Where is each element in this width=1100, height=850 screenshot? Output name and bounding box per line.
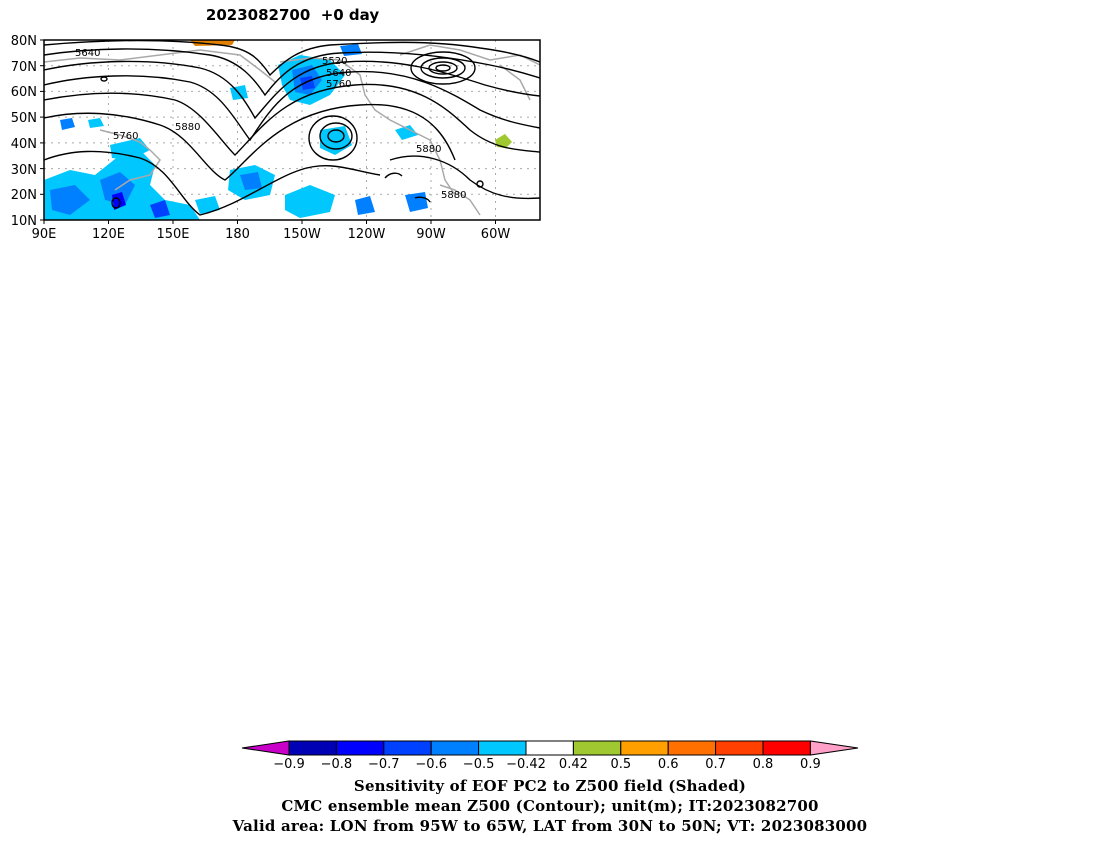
lat-label: 80N — [11, 34, 37, 49]
colorbar-label: 0.6 — [658, 757, 679, 772]
caption-valid-area: Valid area: LON from 95W to 65W, LAT fro… — [232, 817, 868, 835]
contour-label: 5880 — [175, 122, 200, 133]
contour-label: 5760 — [326, 79, 351, 90]
contour-label: 5520 — [322, 56, 347, 67]
colorbar-label: 0.42 — [559, 757, 588, 772]
axis-ticks — [40, 39, 496, 224]
colorbar-swatches — [241, 740, 859, 756]
lat-label: 60N — [11, 85, 37, 100]
lat-label: 40N — [11, 137, 37, 152]
lon-label: 60W — [481, 227, 511, 242]
contour-label: 5640 — [326, 68, 351, 79]
colorbar-arrow-right — [809, 740, 859, 756]
colorbar-swatch — [525, 740, 574, 756]
map-panel: 5640 5520 5640 5760 5760 5880 5880 5880 … — [11, 34, 541, 242]
contour-label: 5760 — [113, 131, 138, 142]
colorbar-label: 0.5 — [610, 757, 631, 772]
colorbar-label: 0.9 — [800, 757, 821, 772]
colorbar-label: −0.9 — [273, 757, 305, 772]
lon-label: 90E — [32, 227, 57, 242]
colorbar-swatch — [430, 740, 480, 756]
colorbar-label: −0.6 — [415, 757, 447, 772]
colorbar-swatch — [762, 740, 811, 756]
lon-label: 90W — [416, 227, 446, 242]
caption-shading: Sensitivity of EOF PC2 to Z500 field (Sh… — [353, 777, 747, 795]
contour-label: 5640 — [75, 48, 100, 59]
lon-label: 150E — [156, 227, 189, 242]
colorbar-swatch — [335, 740, 385, 756]
plot-title: 2023082700 +0 day — [205, 6, 380, 24]
contour-labels: 5640 5520 5640 5760 5760 5880 5880 5880 — [75, 48, 466, 201]
coastlines — [44, 44, 540, 216]
colorbar-label: −0.5 — [463, 757, 495, 772]
contour-label: 5880 — [441, 190, 466, 201]
lon-label: 150W — [283, 227, 321, 242]
contour-label: 5880 — [416, 144, 441, 155]
longitude-labels: 90E 120E 150E 180 150W 120W 90W 60W — [32, 227, 511, 242]
lat-label: 20N — [11, 188, 37, 203]
lon-label: 120W — [348, 227, 386, 242]
lat-label: 10N — [11, 214, 37, 229]
colorbar-swatch — [383, 740, 432, 756]
colorbar-swatch — [715, 740, 764, 756]
colorbar-label: −0.8 — [321, 757, 353, 772]
latitude-labels: 80N 70N 60N 50N 40N 30N 20N 10N — [11, 34, 37, 229]
colorbar-swatch — [572, 740, 622, 756]
lat-label: 30N — [11, 163, 37, 178]
colorbar-label: −0.42 — [506, 757, 546, 772]
colorbar-label: −0.7 — [368, 757, 400, 772]
lon-label: 120E — [92, 227, 125, 242]
colorbar-swatch — [620, 740, 669, 756]
colorbar: −0.9 −0.8 −0.7 −0.6 −0.5 −0.42 0.42 0.5 0.6 0.7 0.… — [241, 740, 859, 772]
colorbar-swatch — [288, 740, 337, 756]
colorbar-label: 0.7 — [705, 757, 726, 772]
colorbar-arrow-left — [241, 740, 290, 756]
lat-label: 70N — [11, 60, 37, 75]
map-frame — [43, 39, 541, 221]
lon-label: 180 — [225, 227, 250, 242]
colorbar-label: 0.8 — [753, 757, 774, 772]
colorbar-labels: −0.9 −0.8 −0.7 −0.6 −0.5 −0.42 0.42 0.5 0.6 0.7 0.… — [273, 757, 821, 772]
z500-contours — [44, 40, 540, 216]
caption-contour: CMC ensemble mean Z500 (Contour); unit(m… — [281, 797, 819, 815]
lat-label: 50N — [11, 111, 37, 126]
colorbar-swatch — [478, 740, 527, 756]
colorbar-swatch — [667, 740, 717, 756]
